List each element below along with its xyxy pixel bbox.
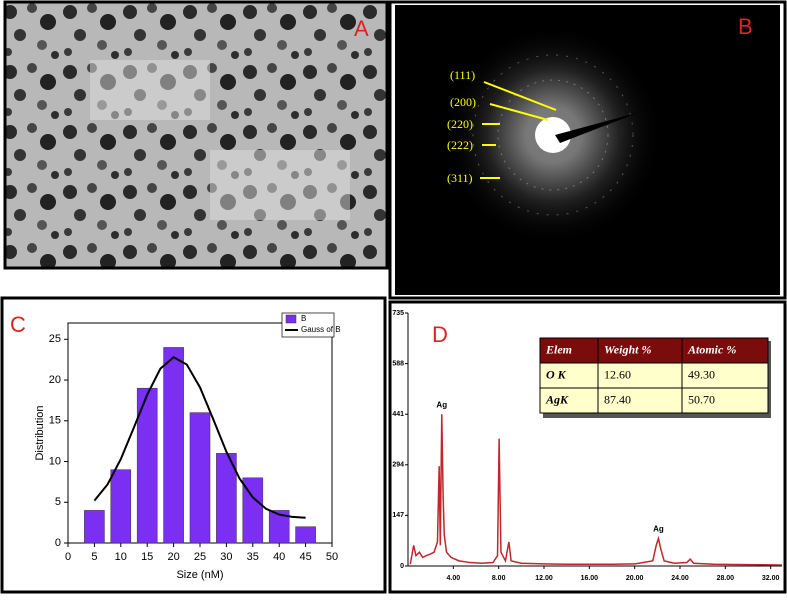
table-header-cell bbox=[681, 337, 769, 364]
fit-line bbox=[93, 356, 306, 519]
x-tick-label: 16.00 bbox=[581, 575, 599, 582]
y-tick-label: 441 bbox=[392, 411, 404, 418]
y-tick-label: 0 bbox=[400, 563, 404, 570]
table-text: O K bbox=[546, 367, 567, 381]
y-tick-label: 294 bbox=[392, 462, 404, 469]
legend-swatch bbox=[285, 314, 297, 324]
legend-label: B bbox=[301, 314, 306, 323]
x-tick-label: 8.00 bbox=[492, 575, 506, 582]
bar bbox=[189, 412, 211, 544]
table-text: 49.30 bbox=[688, 367, 715, 381]
x-tick-label: 40 bbox=[273, 551, 285, 563]
panel-label: C bbox=[10, 312, 26, 337]
table-header-cell bbox=[539, 337, 599, 364]
peak-label: Ag bbox=[436, 400, 447, 409]
diffraction-center bbox=[535, 117, 571, 153]
x-tick-label: 12.00 bbox=[535, 575, 553, 582]
plane-label: (311) bbox=[447, 171, 473, 185]
x-tick-label: 0 bbox=[65, 551, 71, 563]
charts: 0 5 10 15 20 25 30 35 40 45 50 0 5 10 15 20 25 Size (nM) D… bbox=[34, 310, 783, 582]
panel-label: D bbox=[432, 322, 448, 347]
composition-table: Elem Weight % Atomic % O K 12.60 49.30 AgK 87.4… bbox=[539, 337, 771, 418]
y-tick-label: 15 bbox=[49, 415, 61, 427]
y-tick-label: 20 bbox=[49, 374, 61, 386]
x-tick-label: 5 bbox=[91, 551, 97, 563]
arrow bbox=[483, 81, 557, 111]
x-tick-label: 30 bbox=[220, 551, 232, 563]
beam-stop bbox=[555, 112, 640, 143]
table-cell bbox=[597, 362, 683, 389]
x-tick-label: 25 bbox=[194, 551, 206, 563]
panel-label: B bbox=[738, 14, 753, 39]
plane-label: (222) bbox=[447, 138, 473, 152]
x-tick-label: 10 bbox=[115, 551, 127, 563]
x-tick-label: 28.00 bbox=[717, 575, 735, 582]
table-cell bbox=[539, 387, 599, 414]
spectrum-line bbox=[409, 414, 783, 566]
table-header: Atomic % bbox=[687, 342, 736, 356]
plane-label: (200) bbox=[450, 95, 476, 109]
arrows bbox=[480, 81, 557, 179]
table-text: 50.70 bbox=[688, 392, 715, 406]
panel-label: A bbox=[354, 16, 369, 41]
y-tick-label: 735 bbox=[392, 310, 404, 317]
peak-label: Ag bbox=[653, 525, 664, 534]
plane-label: (111) bbox=[450, 68, 475, 82]
y-tick-label: 0 bbox=[55, 537, 61, 549]
table-header: Weight % bbox=[604, 342, 651, 356]
tem-light-region bbox=[90, 60, 210, 120]
table-cell bbox=[539, 362, 599, 389]
table-header: Elem bbox=[545, 342, 572, 356]
y-tick-label: 25 bbox=[49, 333, 61, 345]
x-tick-label: 20 bbox=[167, 551, 179, 563]
bar bbox=[268, 510, 290, 544]
x-axis-label: Size (nM) bbox=[176, 569, 223, 581]
x-tick-label: 35 bbox=[247, 551, 259, 563]
x-tick-label: 15 bbox=[141, 551, 153, 563]
table-text: AgK bbox=[545, 392, 569, 406]
bar bbox=[163, 347, 184, 544]
table-text: 12.60 bbox=[604, 367, 631, 381]
table-cell bbox=[681, 362, 769, 389]
x-tick-label: 20.00 bbox=[626, 575, 644, 582]
x-tick-label: 32.00 bbox=[762, 575, 780, 582]
bar bbox=[84, 510, 105, 544]
legend-label: Gauss of B bbox=[301, 325, 341, 334]
x-tick-label: 50 bbox=[326, 551, 338, 563]
bar bbox=[295, 526, 316, 544]
y-tick-label: 10 bbox=[49, 455, 61, 467]
diffraction-ring bbox=[472, 54, 634, 216]
x-tick-label: 24.00 bbox=[671, 575, 689, 582]
arrow bbox=[489, 103, 549, 121]
table-text: 87.40 bbox=[604, 392, 631, 406]
plane-label: (220) bbox=[447, 117, 473, 131]
diffraction-ring bbox=[497, 79, 609, 191]
bar bbox=[136, 387, 158, 544]
bar bbox=[110, 469, 132, 544]
x-tick-label: 45 bbox=[299, 551, 311, 563]
y-axis-label: Distribution bbox=[34, 405, 46, 460]
y-tick-label: 147 bbox=[392, 512, 404, 519]
tem-image bbox=[3, 0, 389, 270]
table-cell bbox=[681, 387, 769, 414]
tem-light-region bbox=[210, 150, 350, 220]
y-tick-label: 5 bbox=[55, 496, 61, 508]
bar bbox=[242, 477, 264, 544]
y-tick-label: 588 bbox=[392, 360, 404, 367]
x-tick-label: 4.00 bbox=[447, 575, 461, 582]
